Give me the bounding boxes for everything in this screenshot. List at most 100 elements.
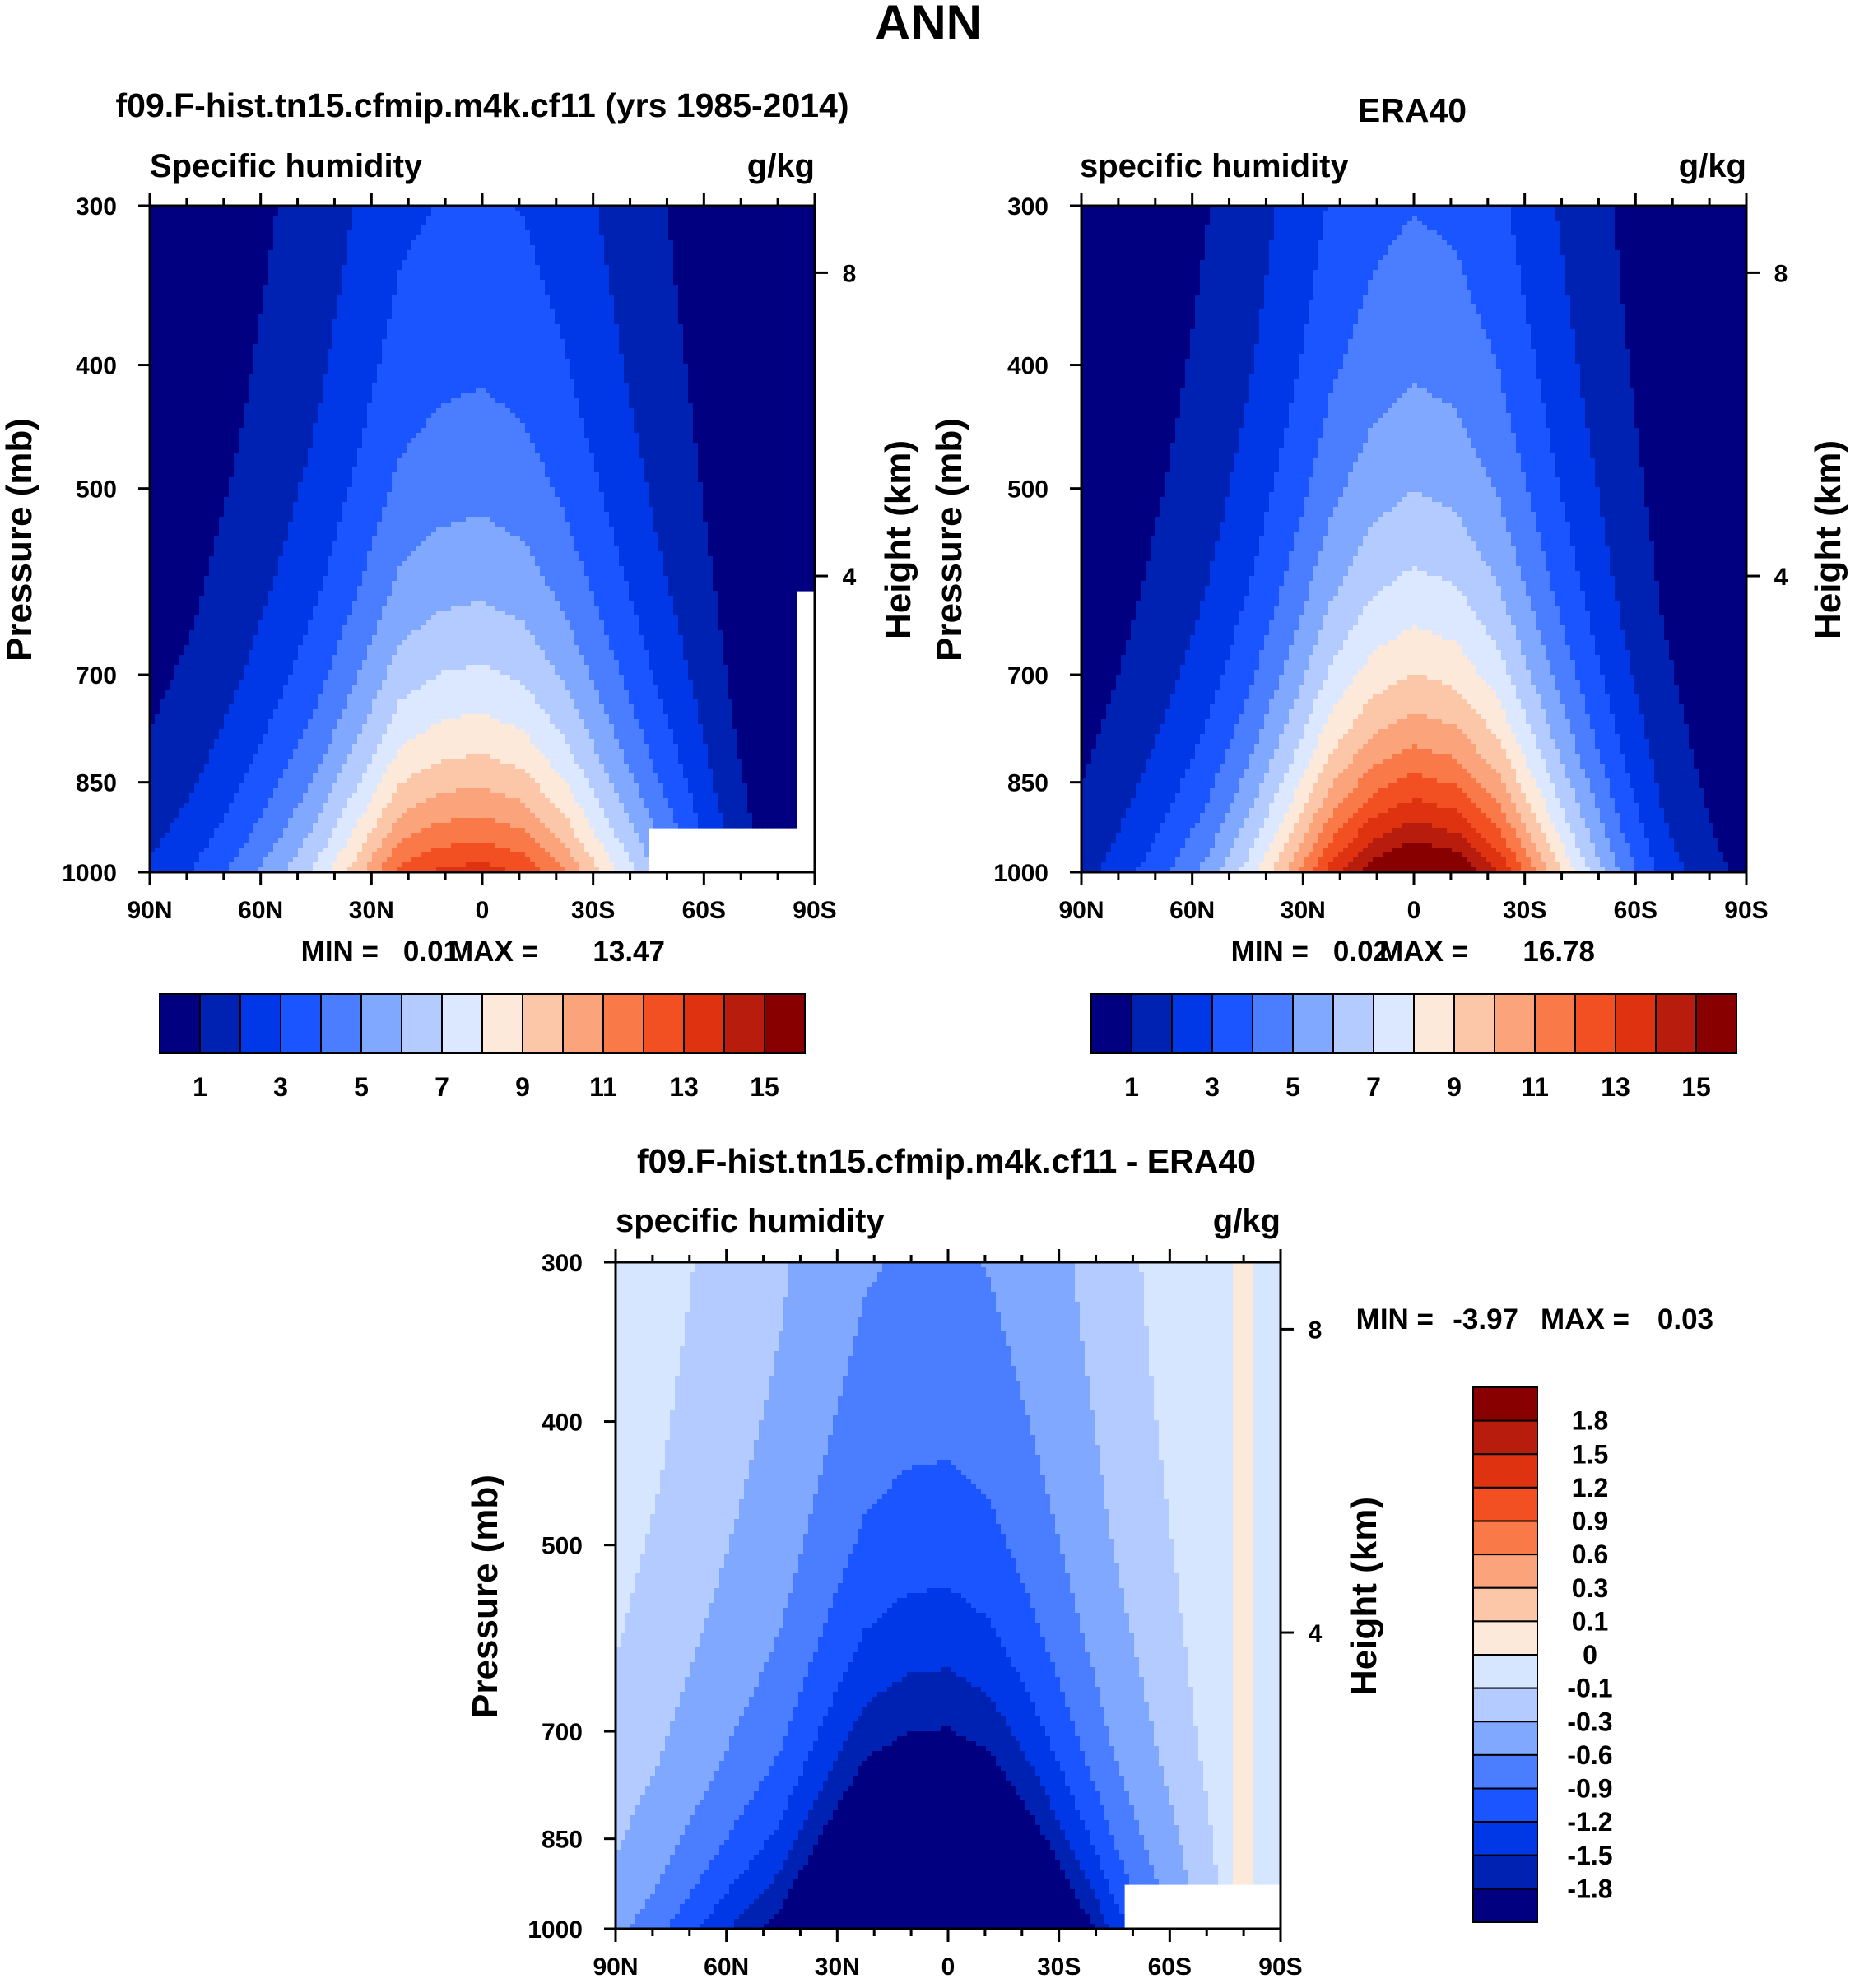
heatmap-cell: [693, 225, 699, 231]
heatmap-cell: [263, 211, 269, 216]
heatmap-cell: [481, 225, 486, 231]
heatmap-cell: [688, 225, 694, 231]
heatmap-cell: [283, 221, 289, 226]
heatmap-cell: [807, 221, 812, 226]
heatmap-cell: [604, 230, 610, 236]
heatmap-cell: [663, 230, 669, 236]
heatmap-cell: [411, 221, 417, 226]
heatmap-cell: [525, 225, 531, 231]
heatmap-cell: [476, 225, 481, 231]
heatmap-cell: [165, 230, 170, 236]
heatmap-cell: [644, 216, 649, 221]
heatmap-cell: [762, 221, 768, 226]
heatmap-cell: [713, 211, 718, 216]
heatmap-cell: [165, 221, 170, 226]
heatmap-cell: [560, 225, 565, 231]
heatmap-cell: [308, 221, 314, 226]
heatmap-cell: [446, 230, 452, 236]
heatmap-cell: [352, 216, 358, 221]
heatmap-cell: [723, 221, 728, 226]
heatmap-cell: [249, 230, 254, 236]
heatmap-cell: [579, 225, 585, 231]
heatmap-cell: [229, 221, 235, 226]
heatmap-cell: [160, 235, 165, 241]
heatmap-cell: [673, 230, 679, 236]
heatmap-cell: [802, 221, 807, 226]
heatmap-cell: [466, 211, 472, 216]
heatmap-cell: [649, 216, 654, 221]
heatmap-cell: [495, 230, 501, 236]
heatmap-cell: [397, 225, 402, 231]
heatmap-cell: [258, 230, 264, 236]
heatmap-cell: [253, 216, 259, 221]
heatmap-cell: [342, 225, 348, 231]
heatmap-cell: [209, 221, 215, 226]
heatmap-cell: [614, 221, 620, 226]
heatmap-cell: [382, 225, 388, 231]
heatmap-cell: [639, 225, 644, 231]
heatmap-cell: [382, 230, 388, 236]
heatmap-cell: [653, 216, 659, 221]
heatmap-cell: [249, 211, 254, 216]
heatmap-cell: [584, 225, 590, 231]
heatmap-cell: [244, 235, 249, 241]
heatmap-cell: [757, 216, 763, 221]
heatmap-cell: [416, 230, 422, 236]
heatmap-cell: [189, 225, 195, 231]
heatmap-cell: [653, 225, 659, 231]
heatmap-cell: [560, 211, 565, 216]
heatmap-cell: [357, 230, 363, 236]
heatmap-cell: [525, 216, 531, 221]
heatmap-cell: [604, 221, 610, 226]
heatmap-cell: [540, 221, 546, 226]
heatmap-cell: [421, 225, 427, 231]
heatmap-cell: [160, 211, 165, 216]
heatmap-cell: [604, 225, 610, 231]
heatmap-cell: [540, 230, 546, 236]
heatmap-cell: [456, 211, 462, 216]
heatmap-cell: [214, 235, 220, 241]
heatmap-cell: [209, 235, 215, 241]
heatmap-cell: [357, 225, 363, 231]
heatmap-cell: [268, 216, 274, 221]
heatmap-cell: [288, 211, 294, 216]
heatmap-cell: [411, 211, 417, 216]
heatmap-cell: [421, 230, 427, 236]
heatmap-cell: [629, 211, 635, 216]
heatmap-cell: [574, 225, 580, 231]
heatmap-cell: [372, 225, 378, 231]
heatmap-cell: [540, 216, 546, 221]
heatmap-cell: [362, 221, 368, 226]
heatmap-cell: [639, 211, 644, 216]
heatmap-cell: [500, 216, 506, 221]
heatmap-cell: [634, 221, 639, 226]
heatmap-cell: [723, 216, 728, 221]
heatmap-cell: [411, 225, 417, 231]
heatmap-cell: [189, 211, 195, 216]
heatmap-cell: [772, 225, 778, 231]
heatmap-cell: [688, 211, 694, 216]
heatmap-cell: [495, 221, 501, 226]
heatmap-cell: [555, 230, 560, 236]
heatmap-cell: [565, 211, 570, 216]
heatmap-cell: [165, 216, 170, 221]
heatmap-cell: [757, 230, 763, 236]
heatmap-cell: [436, 211, 442, 216]
heatmap-cell: [732, 225, 738, 231]
heatmap-cell: [209, 230, 215, 236]
heatmap-cell: [431, 221, 437, 226]
heatmap-cell: [184, 230, 190, 236]
heatmap-cell: [431, 225, 437, 231]
heatmap-cell: [767, 216, 773, 221]
heatmap-cell: [461, 225, 467, 231]
heatmap-cell: [362, 211, 368, 216]
heatmap-cell: [683, 216, 689, 221]
heatmap-cell: [471, 225, 477, 231]
heatmap-cell: [387, 211, 393, 216]
heatmap-cell: [239, 230, 244, 236]
heatmap-cell: [555, 225, 560, 231]
heatmap-cell: [426, 211, 432, 216]
heatmap-cell: [510, 211, 516, 216]
heatmap-cell: [688, 216, 694, 221]
heatmap-cell: [298, 225, 304, 231]
